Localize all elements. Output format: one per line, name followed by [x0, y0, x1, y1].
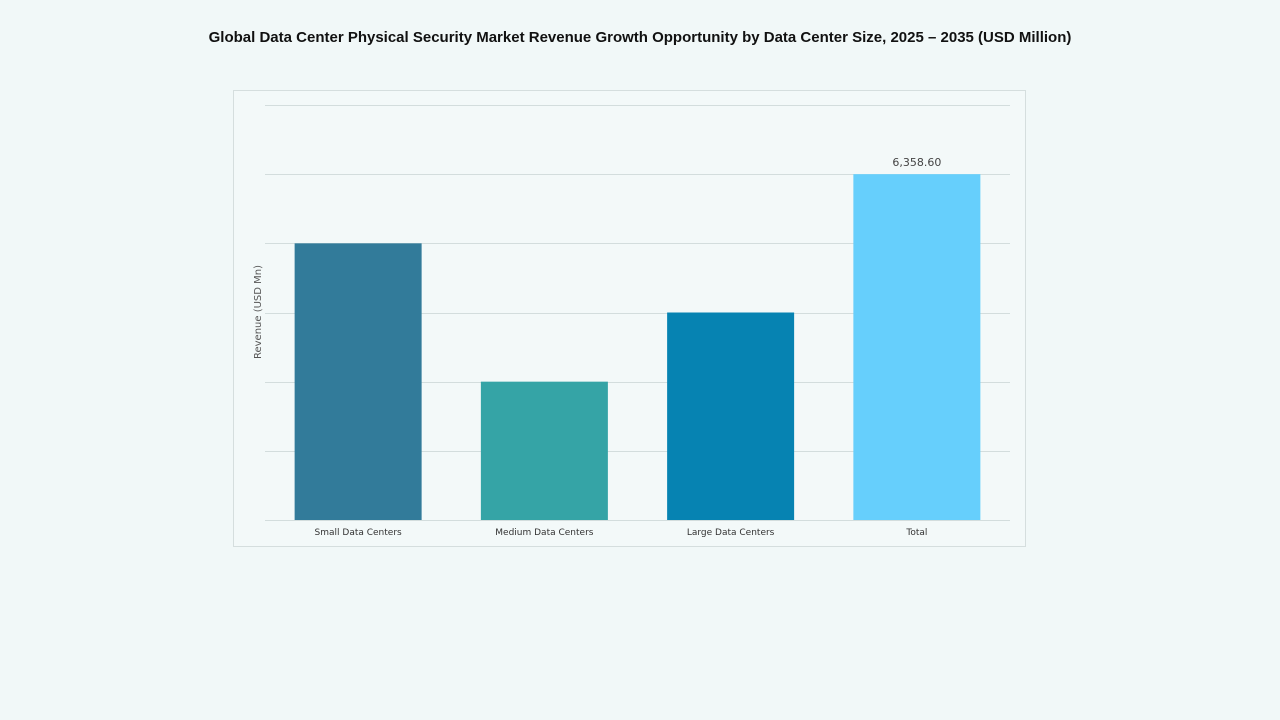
x-tick-label: Small Data Centers [315, 528, 402, 538]
bar-medium-data-centers [480, 381, 608, 520]
data-label: 6,358.60 [892, 156, 941, 169]
bar-large-data-centers [667, 312, 795, 520]
x-tick-label: Medium Data Centers [495, 528, 593, 538]
bar-total [853, 174, 981, 520]
bar-small-data-centers [294, 243, 422, 521]
x-tick-label: Large Data Centers [687, 528, 775, 538]
x-tick-label: Total [905, 528, 927, 538]
y-axis-label: Revenue (USD Mn) [253, 265, 264, 359]
chart-title: Global Data Center Physical Security Mar… [208, 29, 1072, 46]
